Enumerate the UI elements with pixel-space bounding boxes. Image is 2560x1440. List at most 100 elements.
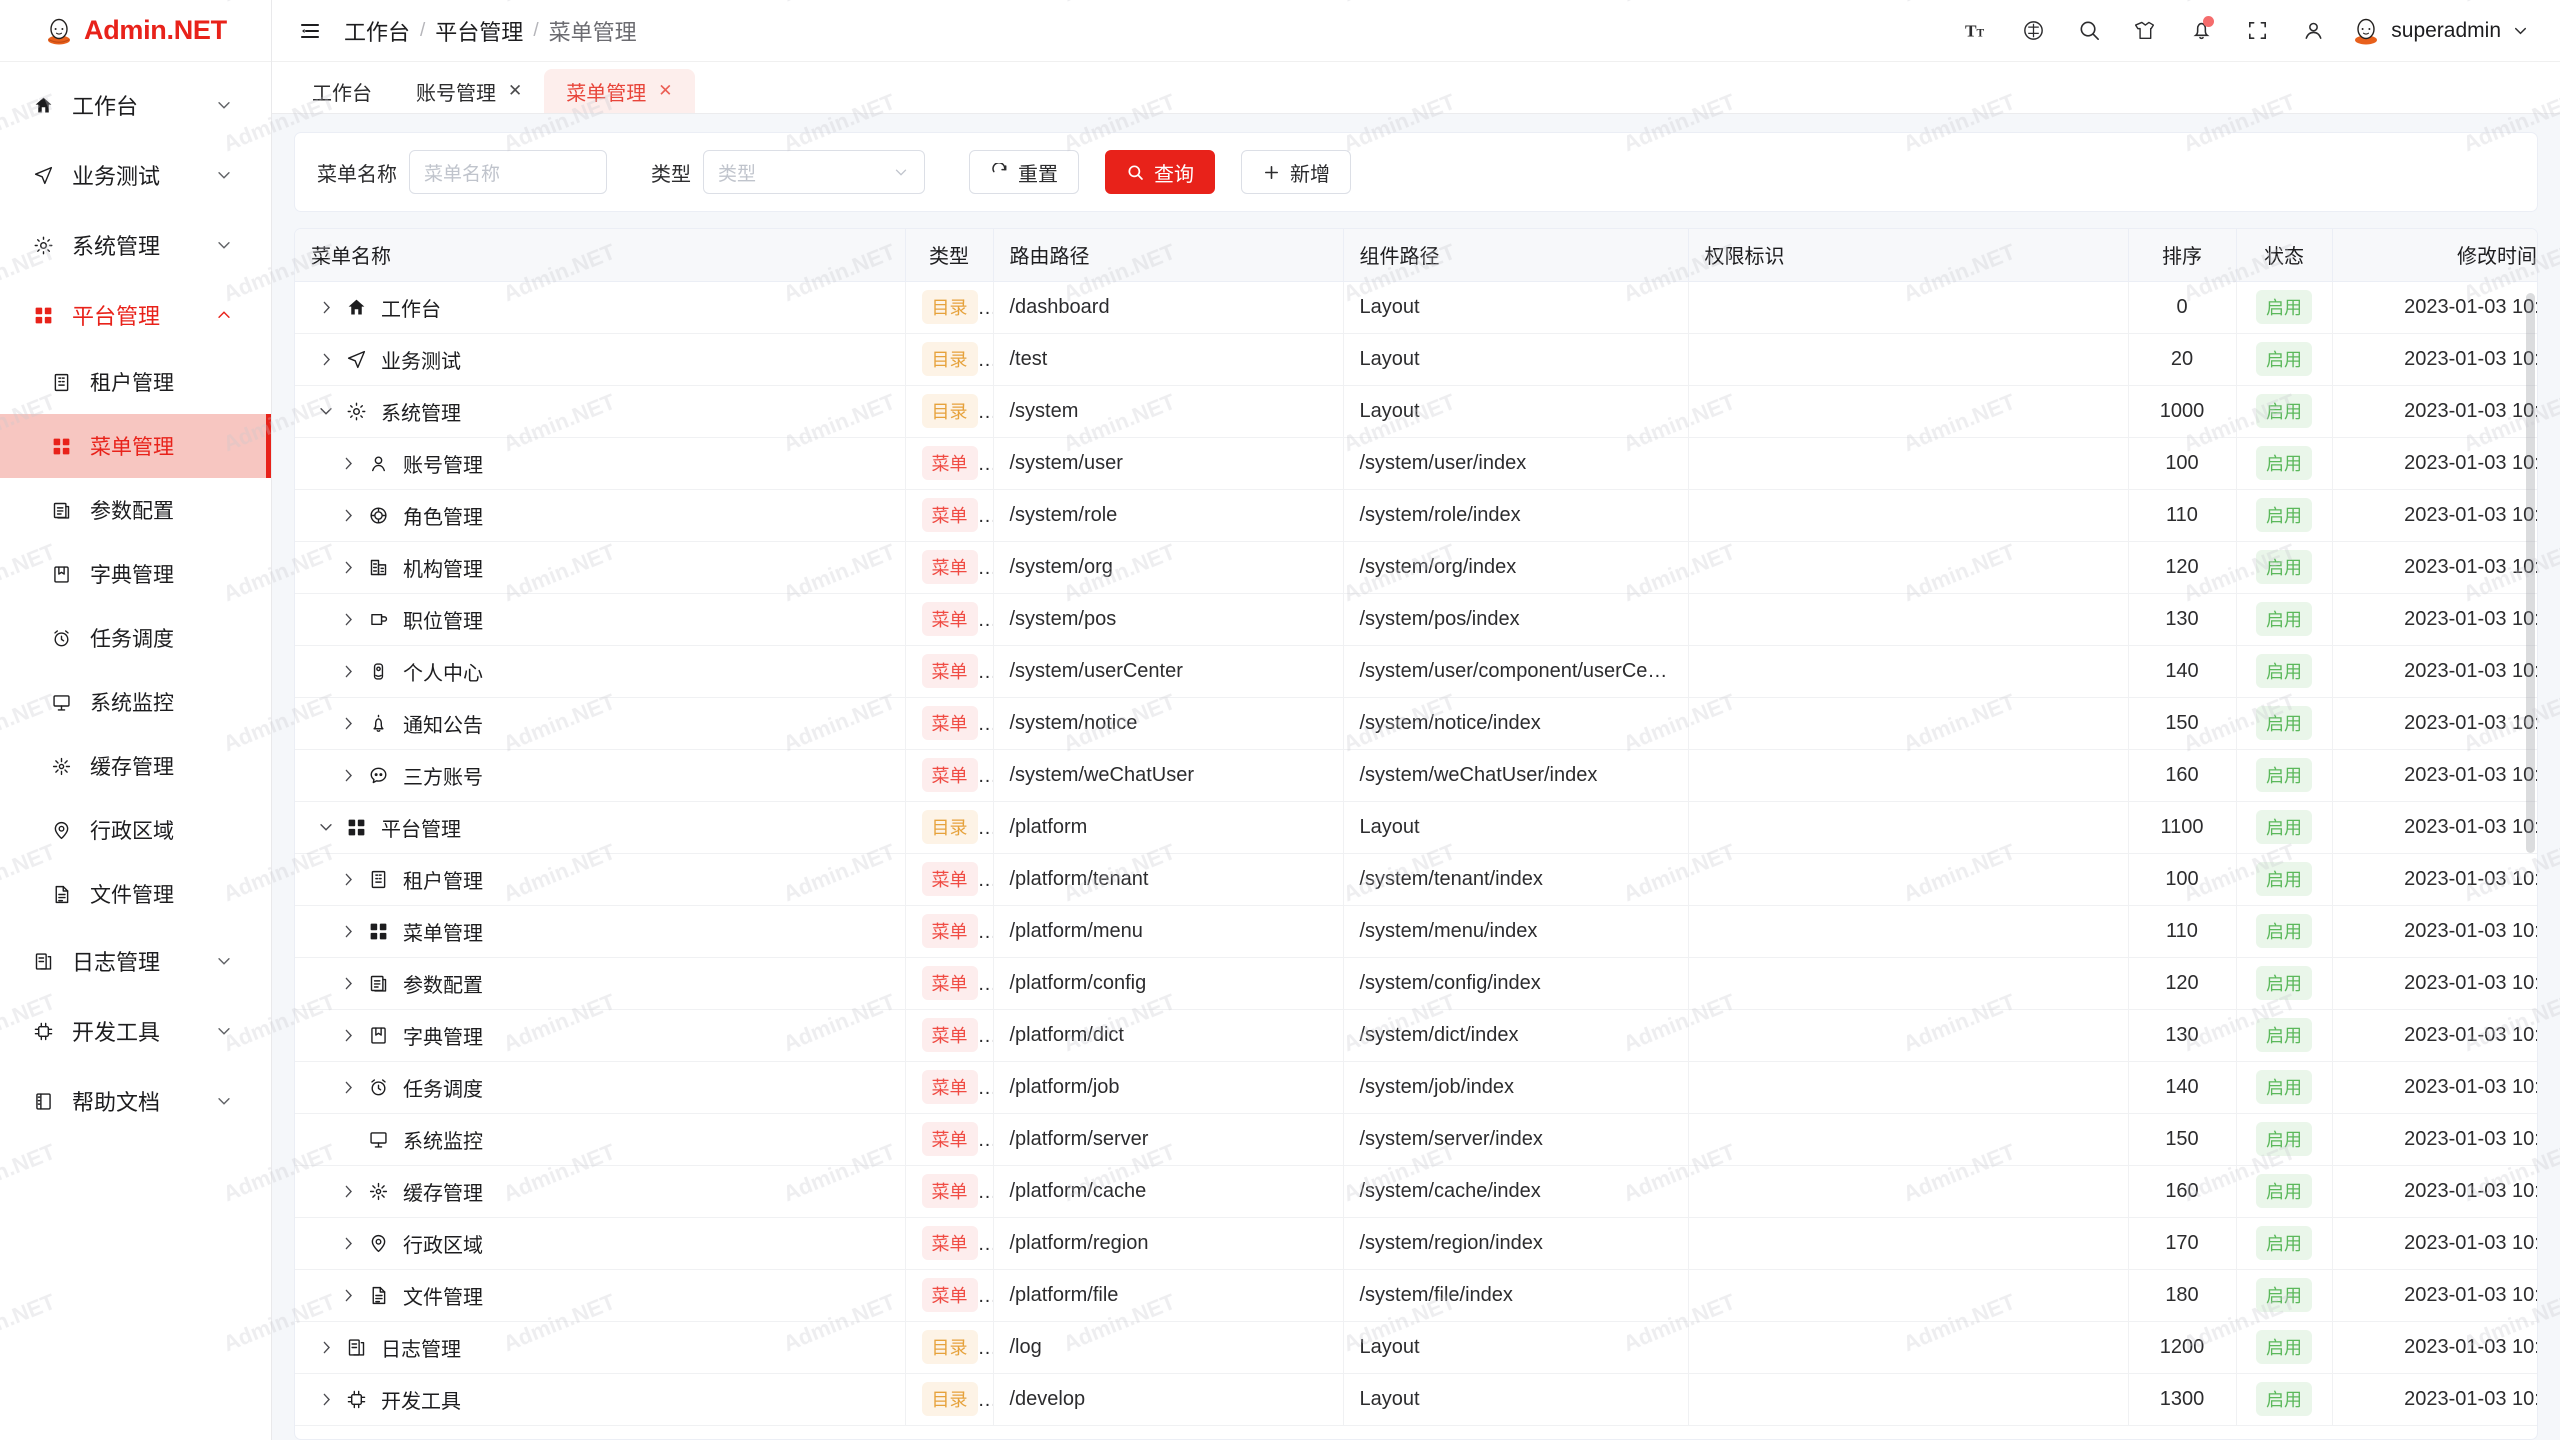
fullscreen-icon[interactable]: [2235, 9, 2279, 53]
search-icon[interactable]: [2067, 9, 2111, 53]
chevron-right-icon[interactable]: [333, 715, 363, 732]
table-row[interactable]: 个人中心 菜单/system/userCenter/system/user/com…: [295, 645, 2537, 698]
chevron-right-icon[interactable]: [333, 455, 363, 472]
sidebar-item-14[interactable]: 开发工具: [0, 996, 271, 1066]
brand-logo-area[interactable]: Admin.NET: [0, 0, 271, 62]
vertical-scrollbar[interactable]: [2526, 229, 2535, 1439]
chevron-right-icon[interactable]: [333, 507, 363, 524]
table-row[interactable]: 平台管理 目录/platform Layout 1100 启用 2023-01-03 10…: [295, 801, 2537, 854]
sidebar-item-1[interactable]: 业务测试: [0, 140, 271, 210]
user-icon[interactable]: [2291, 9, 2335, 53]
reset-button[interactable]: 重置: [969, 150, 1079, 194]
chevron-down-icon[interactable]: [215, 236, 233, 254]
scrollbar-thumb[interactable]: [2526, 293, 2535, 853]
row-name-label: 账号管理: [403, 454, 483, 477]
type-select[interactable]: 类型: [703, 150, 925, 194]
search-input[interactable]: 菜单名称: [409, 150, 607, 194]
chevron-down-icon[interactable]: [311, 402, 341, 420]
breadcrumb-item-1[interactable]: 平台管理: [435, 19, 524, 45]
tab-1[interactable]: 账号管理 ✕: [394, 69, 544, 113]
table-row[interactable]: 租户管理 菜单/platform/tenant/system/tenant/ind…: [295, 853, 2537, 906]
menu-table: 菜单名称类型路由路径组件路径权限标识排序状态修改时间操作 工作台目录/dashb…: [295, 229, 2537, 1426]
chevron-right-icon[interactable]: [333, 1287, 363, 1304]
table-row[interactable]: 缓存管理 菜单/platform/cache/system/cache/index…: [295, 1165, 2537, 1218]
sidebar-item-10[interactable]: 缓存管理: [0, 734, 271, 798]
status-badge: 启用: [2256, 1330, 2312, 1364]
cell-component: /system/job/index: [1343, 1061, 1689, 1114]
table-row[interactable]: 角色管理 菜单/system/role/system/role/index 110 启…: [295, 489, 2537, 542]
sidebar-item-4[interactable]: 租户管理: [0, 350, 271, 414]
theme-shirt-icon[interactable]: [2123, 9, 2167, 53]
table-row[interactable]: 通知公告 菜单/system/notice/system/notice/index…: [295, 697, 2537, 750]
sidebar-item-5[interactable]: 菜单管理: [0, 414, 271, 478]
chevron-right-icon[interactable]: [333, 663, 363, 680]
sidebar-item-12[interactable]: 文件管理: [0, 862, 271, 926]
table-row[interactable]: 参数配置 菜单/platform/config/system/config/ind…: [295, 957, 2537, 1010]
sidebar-item-13[interactable]: 日志管理: [0, 926, 271, 996]
sidebar-item-6[interactable]: 参数配置: [0, 478, 271, 542]
font-size-icon[interactable]: T T: [1955, 9, 1999, 53]
chevron-right-icon[interactable]: [333, 923, 363, 940]
sidebar-item-11[interactable]: 行政区域: [0, 798, 271, 862]
sidebar-item-label: 日志管理: [72, 950, 161, 975]
tab-2[interactable]: 菜单管理 ✕: [544, 69, 695, 113]
chevron-right-icon[interactable]: [333, 1235, 363, 1252]
alarm-clock-icon: [363, 1077, 393, 1098]
sidebar-item-3[interactable]: 平台管理: [0, 280, 271, 350]
table-row[interactable]: 文件管理 菜单/platform/file/system/file/index 18…: [295, 1269, 2537, 1322]
sidebar-item-0[interactable]: 工作台: [0, 70, 271, 140]
table-row[interactable]: 任务调度 菜单/platform/job/system/job/index 140 启…: [295, 1061, 2537, 1114]
sidebar-item-8[interactable]: 任务调度: [0, 606, 271, 670]
chevron-down-icon[interactable]: [311, 818, 341, 836]
table-row[interactable]: 系统监控 菜单/platform/server/system/server/ind…: [295, 1113, 2537, 1166]
language-icon[interactable]: [2011, 9, 2055, 53]
sidebar-item-15[interactable]: 帮助文档: [0, 1066, 271, 1136]
hamburger-icon[interactable]: [298, 19, 322, 43]
table-row[interactable]: 机构管理 菜单/system/org/system/org/index 120 启用 2…: [295, 541, 2537, 594]
chevron-right-icon[interactable]: [333, 767, 363, 784]
chevron-up-icon[interactable]: [215, 306, 233, 324]
reset-label: 重置: [1018, 163, 1058, 186]
add-button[interactable]: 新增: [1241, 150, 1351, 194]
chevron-right-icon[interactable]: [311, 1391, 341, 1408]
cell-name: 三方账号: [295, 749, 906, 802]
chevron-right-icon[interactable]: [311, 1339, 341, 1356]
tab-0[interactable]: 工作台: [290, 69, 394, 113]
user-menu[interactable]: superadmin: [2351, 16, 2536, 46]
chevron-right-icon[interactable]: [333, 559, 363, 576]
table-row[interactable]: 职位管理 菜单/system/pos/system/pos/index 130 启用 2…: [295, 593, 2537, 646]
notification-bell-icon[interactable]: [2179, 9, 2223, 53]
close-icon[interactable]: ✕: [508, 81, 523, 100]
close-icon[interactable]: ✕: [658, 81, 673, 100]
table-row[interactable]: 账号管理 菜单/system/user/system/user/index 100 启…: [295, 437, 2537, 490]
sidebar-item-7[interactable]: 字典管理: [0, 542, 271, 606]
chevron-right-icon[interactable]: [333, 611, 363, 628]
chevron-right-icon[interactable]: [333, 1079, 363, 1096]
chevron-down-icon[interactable]: [215, 1022, 233, 1040]
table-row[interactable]: 三方账号 菜单/system/weChatUser/system/weChatUs…: [295, 749, 2537, 802]
chevron-down-icon[interactable]: [215, 952, 233, 970]
chevron-right-icon[interactable]: [311, 351, 341, 368]
search-button[interactable]: 查询: [1105, 150, 1215, 194]
chevron-down-icon[interactable]: [215, 166, 233, 184]
chevron-down-icon[interactable]: [215, 96, 233, 114]
cell-type: 目录: [905, 1321, 994, 1374]
cell-permission: [1688, 1217, 2129, 1270]
chevron-right-icon[interactable]: [311, 299, 341, 316]
table-row[interactable]: 行政区域 菜单/platform/region/system/region/ind…: [295, 1217, 2537, 1270]
chevron-right-icon[interactable]: [333, 1183, 363, 1200]
chevron-right-icon[interactable]: [333, 975, 363, 992]
breadcrumb-item-0[interactable]: 工作台: [344, 19, 411, 45]
chevron-right-icon[interactable]: [333, 871, 363, 888]
table-row[interactable]: 菜单管理 菜单/platform/menu/system/menu/index 11…: [295, 905, 2537, 958]
sidebar-item-9[interactable]: 系统监控: [0, 670, 271, 734]
sidebar-item-2[interactable]: 系统管理: [0, 210, 271, 280]
chevron-down-icon[interactable]: [215, 1092, 233, 1110]
chevron-right-icon[interactable]: [333, 1027, 363, 1044]
table-row[interactable]: 字典管理 菜单/platform/dict/system/dict/index 13…: [295, 1009, 2537, 1062]
